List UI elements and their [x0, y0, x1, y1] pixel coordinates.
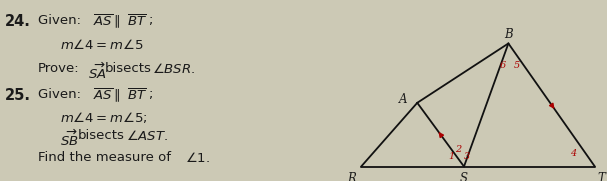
Text: $\overline{BT}$: $\overline{BT}$ — [127, 14, 147, 29]
Text: $m\angle 4 = m\angle 5$: $m\angle 4 = m\angle 5$ — [60, 38, 144, 52]
Text: A: A — [399, 93, 407, 106]
Text: $\angle 1.$: $\angle 1.$ — [185, 151, 210, 165]
Text: $\overline{BT}$: $\overline{BT}$ — [127, 88, 147, 103]
Text: R: R — [347, 172, 356, 181]
Text: 1: 1 — [448, 152, 454, 161]
Text: 2: 2 — [455, 145, 461, 154]
Text: ∥: ∥ — [113, 14, 120, 27]
Text: $\overline{AS}$: $\overline{AS}$ — [93, 88, 113, 103]
Text: T: T — [598, 172, 606, 181]
Text: $\overrightarrow{SB}$: $\overrightarrow{SB}$ — [60, 129, 79, 149]
Text: 4: 4 — [569, 149, 576, 158]
Text: B: B — [504, 28, 513, 41]
Text: 6: 6 — [500, 61, 506, 70]
Text: bisects: bisects — [78, 129, 125, 142]
Text: ;: ; — [148, 14, 152, 27]
Text: bisects: bisects — [105, 62, 152, 75]
Text: ∥: ∥ — [113, 88, 120, 101]
Text: 5: 5 — [514, 61, 520, 70]
Text: Given:: Given: — [38, 14, 85, 27]
Text: $m\angle 4 = m\angle 5;$: $m\angle 4 = m\angle 5;$ — [60, 110, 148, 125]
Text: 3: 3 — [464, 152, 470, 161]
Text: S: S — [460, 172, 468, 181]
Text: 25.: 25. — [5, 88, 31, 103]
Text: Find the measure of: Find the measure of — [38, 151, 171, 164]
Text: ;: ; — [148, 88, 152, 101]
Text: $\angle BSR.$: $\angle BSR.$ — [152, 62, 195, 76]
Text: $\overline{AS}$: $\overline{AS}$ — [93, 14, 113, 29]
Text: $\angle AST.$: $\angle AST.$ — [126, 129, 168, 143]
Text: $\overrightarrow{SA}$: $\overrightarrow{SA}$ — [88, 62, 107, 82]
Text: 24.: 24. — [5, 14, 31, 29]
Text: Given:: Given: — [38, 88, 85, 101]
Text: Prove:: Prove: — [38, 62, 80, 75]
